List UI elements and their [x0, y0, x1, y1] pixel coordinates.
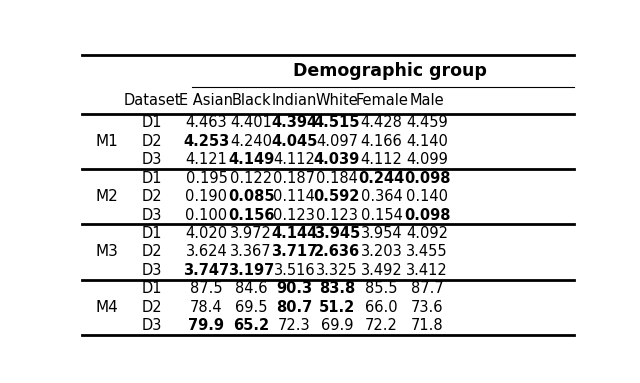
Text: Demographic group: Demographic group	[293, 62, 487, 80]
Text: 4.253: 4.253	[183, 134, 230, 149]
Text: 0.098: 0.098	[404, 208, 451, 223]
Text: 73.6: 73.6	[411, 300, 444, 315]
Text: 4.045: 4.045	[271, 134, 317, 149]
Text: D3: D3	[141, 263, 162, 278]
Text: 51.2: 51.2	[319, 300, 355, 315]
Text: 66.0: 66.0	[365, 300, 398, 315]
Text: 4.020: 4.020	[186, 226, 228, 241]
Text: 3.945: 3.945	[314, 226, 360, 241]
Text: 0.184: 0.184	[316, 171, 358, 186]
Text: Male: Male	[410, 93, 445, 108]
Text: 0.085: 0.085	[228, 189, 275, 204]
Text: 4.149: 4.149	[228, 152, 275, 167]
Text: 0.122: 0.122	[230, 171, 272, 186]
Text: 0.140: 0.140	[406, 189, 448, 204]
Text: 4.097: 4.097	[316, 134, 358, 149]
Text: D1: D1	[141, 115, 162, 130]
Text: 3.954: 3.954	[361, 226, 403, 241]
Text: 4.463: 4.463	[186, 115, 227, 130]
Text: 0.195: 0.195	[186, 171, 227, 186]
Text: 87.7: 87.7	[411, 282, 444, 296]
Text: 4.039: 4.039	[314, 152, 360, 167]
Text: 0.154: 0.154	[360, 208, 403, 223]
Text: 4.112: 4.112	[360, 152, 403, 167]
Text: 3.972: 3.972	[230, 226, 272, 241]
Text: 3.717: 3.717	[271, 244, 317, 259]
Text: 3.197: 3.197	[228, 263, 275, 278]
Text: 4.144: 4.144	[271, 226, 317, 241]
Text: M2: M2	[96, 189, 118, 204]
Text: D2: D2	[141, 244, 162, 259]
Text: Dataset: Dataset	[123, 93, 180, 108]
Text: 0.187: 0.187	[273, 171, 316, 186]
Text: 4.401: 4.401	[230, 115, 272, 130]
Text: 83.8: 83.8	[319, 282, 355, 296]
Text: 78.4: 78.4	[190, 300, 223, 315]
Text: 4.112: 4.112	[273, 152, 316, 167]
Text: M1: M1	[96, 134, 118, 149]
Text: 4.140: 4.140	[406, 134, 448, 149]
Text: 4.166: 4.166	[361, 134, 403, 149]
Text: 3.203: 3.203	[361, 244, 403, 259]
Text: 72.2: 72.2	[365, 318, 398, 333]
Text: 0.123: 0.123	[316, 208, 358, 223]
Text: 79.9: 79.9	[189, 318, 225, 333]
Text: 0.100: 0.100	[186, 208, 228, 223]
Text: 4.240: 4.240	[230, 134, 272, 149]
Text: 4.121: 4.121	[186, 152, 227, 167]
Text: 4.428: 4.428	[360, 115, 403, 130]
Text: 0.156: 0.156	[228, 208, 275, 223]
Text: 0.364: 0.364	[361, 189, 403, 204]
Text: 69.9: 69.9	[321, 318, 353, 333]
Text: 4.394: 4.394	[271, 115, 317, 130]
Text: E Asian: E Asian	[179, 93, 234, 108]
Text: 84.6: 84.6	[235, 282, 268, 296]
Text: 3.492: 3.492	[361, 263, 403, 278]
Text: 0.098: 0.098	[404, 171, 451, 186]
Text: 4.092: 4.092	[406, 226, 448, 241]
Text: D2: D2	[141, 300, 162, 315]
Text: D1: D1	[141, 171, 162, 186]
Text: 3.516: 3.516	[273, 263, 315, 278]
Text: M4: M4	[96, 300, 118, 315]
Text: D1: D1	[141, 282, 162, 296]
Text: M3: M3	[96, 244, 118, 259]
Text: 0.114: 0.114	[273, 189, 316, 204]
Text: 4.515: 4.515	[314, 115, 360, 130]
Text: 80.7: 80.7	[276, 300, 312, 315]
Text: Black: Black	[231, 93, 271, 108]
Text: 72.3: 72.3	[278, 318, 310, 333]
Text: D2: D2	[141, 134, 162, 149]
Text: 71.8: 71.8	[411, 318, 444, 333]
Text: D1: D1	[141, 226, 162, 241]
Text: 85.5: 85.5	[365, 282, 398, 296]
Text: 4.459: 4.459	[406, 115, 448, 130]
Text: 0.190: 0.190	[186, 189, 227, 204]
Text: 0.244: 0.244	[358, 171, 404, 186]
Text: 65.2: 65.2	[233, 318, 269, 333]
Text: 3.624: 3.624	[186, 244, 227, 259]
Text: 69.5: 69.5	[235, 300, 268, 315]
Text: 0.592: 0.592	[314, 189, 360, 204]
Text: 3.367: 3.367	[230, 244, 272, 259]
Text: 3.747: 3.747	[184, 263, 230, 278]
Text: Female: Female	[355, 93, 408, 108]
Text: 2.636: 2.636	[314, 244, 360, 259]
Text: 90.3: 90.3	[276, 282, 312, 296]
Text: D3: D3	[141, 152, 162, 167]
Text: D3: D3	[141, 208, 162, 223]
Text: 3.325: 3.325	[316, 263, 358, 278]
Text: Indian: Indian	[271, 93, 317, 108]
Text: White: White	[316, 93, 358, 108]
Text: 4.099: 4.099	[406, 152, 448, 167]
Text: D3: D3	[141, 318, 162, 333]
Text: 3.412: 3.412	[406, 263, 448, 278]
Text: D2: D2	[141, 189, 162, 204]
Text: 0.123: 0.123	[273, 208, 316, 223]
Text: 3.455: 3.455	[406, 244, 448, 259]
Text: 87.5: 87.5	[190, 282, 223, 296]
